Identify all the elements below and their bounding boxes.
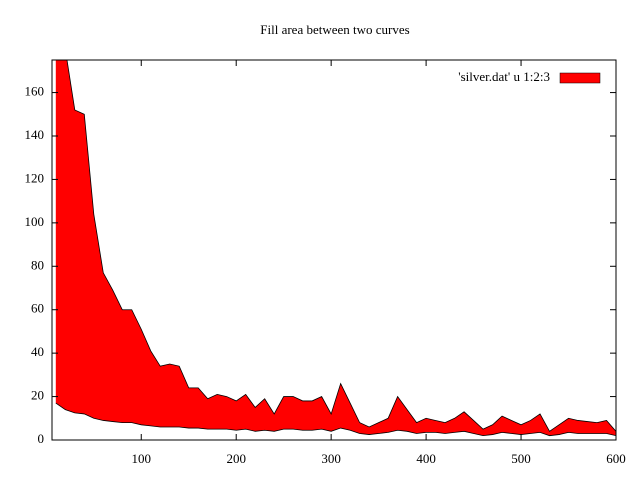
y-tick-label: 140 [25, 127, 45, 142]
chart-title: Fill area between two curves [260, 22, 409, 37]
y-tick-label: 160 [25, 84, 45, 99]
y-tick-label: 20 [31, 388, 44, 403]
y-tick-label: 0 [38, 431, 45, 446]
y-tick-label: 80 [31, 257, 44, 272]
legend-label: 'silver.dat' u 1:2:3 [458, 69, 550, 84]
plot-area [55, 60, 616, 437]
x-tick-label: 200 [226, 451, 246, 466]
x-tick-label: 400 [416, 451, 436, 466]
lower-curve [55, 402, 616, 437]
x-tick-label: 300 [321, 451, 341, 466]
y-tick-label: 40 [31, 344, 44, 359]
y-tick-label: 60 [31, 301, 44, 316]
x-tick-label: 500 [511, 451, 531, 466]
legend-swatch [559, 72, 601, 84]
upper-curve [66, 60, 616, 432]
fill-area [55, 60, 616, 436]
x-tick-label: 600 [606, 451, 626, 466]
y-tick-label: 100 [25, 214, 45, 229]
y-tick-label: 120 [25, 170, 45, 185]
plot-frame [51, 59, 617, 441]
x-tick-label: 100 [132, 451, 152, 466]
